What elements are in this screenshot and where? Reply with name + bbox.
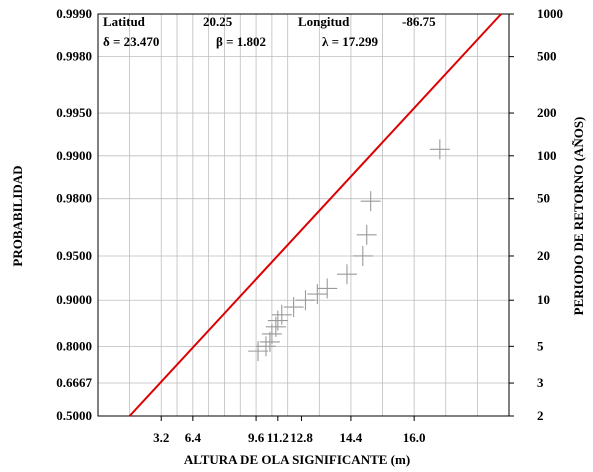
x-tick-label: 6.4 [185, 430, 202, 445]
y2-tick-label: 5 [537, 338, 544, 353]
x-tick-label: 16.0 [403, 430, 426, 445]
data-point [317, 278, 338, 299]
y2-tick-label: 200 [537, 105, 557, 120]
data-point [356, 224, 377, 245]
y-tick-label: 0.6667 [56, 375, 92, 390]
y-tick-label: 0.9000 [56, 292, 92, 307]
y2-tick-label: 10 [537, 292, 550, 307]
y2-tick-label: 2 [537, 408, 544, 423]
y-tick-label: 0.8000 [56, 338, 92, 353]
axis-ticks: 0.5000 0.6667 0.8000 0.9000 0.9500 0.9800 0.99… [56, 6, 563, 445]
y2-tick-label: 3 [537, 375, 544, 390]
y2-tick-label: 1000 [537, 6, 563, 21]
x-tick-label: 11.2 [267, 430, 289, 445]
y2-tick-label: 100 [537, 148, 557, 163]
data-point [267, 310, 288, 331]
data-point [259, 331, 280, 352]
data-point [429, 139, 450, 160]
longitude-value: -86.75 [402, 14, 436, 29]
y-tick-label: 0.9900 [56, 148, 92, 163]
data-point [283, 297, 304, 318]
fit-line-segment [128, 13, 502, 417]
fit-line [128, 13, 502, 417]
y-tick-label: 0.5000 [56, 408, 92, 423]
x-tick-label: 14.4 [340, 430, 363, 445]
plot-frame [97, 13, 510, 417]
x-axis-title: ALTURA DE OLA SIGNIFICANTE (m) [184, 452, 410, 467]
longitude-label: Longitud [298, 14, 350, 29]
y-tick-label: 0.9950 [56, 105, 92, 120]
data-point [271, 304, 292, 325]
data-points [248, 139, 450, 362]
y2-tick-label: 50 [537, 191, 550, 206]
y-tick-label: 0.9990 [56, 6, 92, 21]
beta-parameter: β = 1.802 [216, 34, 266, 49]
y2-tick-label: 500 [537, 49, 557, 64]
y-axis-title: PROBABILIDAD [10, 165, 25, 266]
data-point [248, 341, 269, 362]
y2-axis-title: PERIODO DE RETORNO (AÑOS) [571, 117, 586, 316]
grid-lines [98, 13, 509, 417]
y2-tick-label: 20 [537, 248, 550, 263]
data-point [255, 336, 276, 357]
y-tick-label: 0.9500 [56, 248, 92, 263]
delta-parameter: δ = 23.470 [103, 34, 159, 49]
x-tick-label: 3.2 [153, 430, 169, 445]
data-point [360, 191, 381, 212]
latitude-value: 20.25 [203, 14, 233, 29]
lambda-parameter: λ = 17.299 [322, 34, 379, 49]
latitude-label: Latitud [103, 14, 146, 29]
data-point [295, 290, 316, 311]
x-tick-label: 9.6 [248, 430, 265, 445]
y-tick-label: 0.9980 [56, 49, 92, 64]
x-tick-label: 12.8 [290, 430, 313, 445]
data-point [307, 284, 328, 305]
data-point [336, 264, 357, 285]
y-tick-label: 0.9800 [56, 191, 92, 206]
data-point [352, 245, 373, 266]
